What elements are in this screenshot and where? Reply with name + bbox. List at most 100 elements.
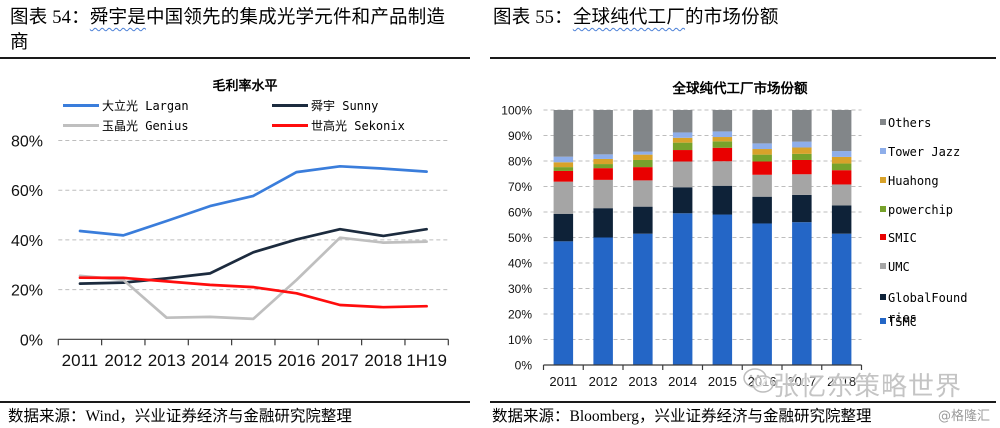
- bar-segment-smic: [752, 161, 772, 175]
- figure-55-caption: 图表 55：全球纯代工厂的市场份额: [493, 6, 973, 31]
- bar-segment-huahong: [792, 147, 812, 154]
- bar-segment-powerchip: [593, 164, 613, 169]
- series-line-largan: [78, 164, 428, 237]
- bar-segment-tower-jazz: [752, 143, 772, 150]
- x-tick-label: 2017: [787, 374, 816, 389]
- legend-label: Huahong: [888, 174, 939, 188]
- x-tick-label: 2018: [827, 374, 856, 389]
- bar-segment-others: [712, 110, 733, 132]
- bar-segment-tsmc: [752, 223, 772, 365]
- x-tick-label: 2013: [628, 374, 657, 389]
- x-tick-label: 2013: [148, 351, 186, 370]
- caption-spellcheck-marked: 全球纯代工厂: [572, 8, 686, 28]
- y-tick-label: 60%: [508, 206, 532, 220]
- legend-label: UMC: [888, 260, 910, 274]
- bar-segment-tower-jazz: [553, 156, 574, 163]
- bar-segment-umc: [831, 184, 852, 206]
- bar-segment-globalfoundries: [633, 206, 653, 234]
- bar-segment-globalfoundries: [831, 205, 852, 234]
- bar-segment-huahong: [672, 137, 693, 143]
- x-tick-label: 2011: [549, 374, 577, 389]
- y-tick-label: 40%: [11, 233, 43, 250]
- bar-segment-umc: [752, 174, 772, 197]
- bar-segment-others: [672, 110, 693, 133]
- credit-text: @格隆汇: [938, 409, 991, 424]
- bar-segment-smic: [553, 170, 574, 182]
- bar-segment-powerchip: [672, 142, 693, 151]
- caption-text: 的市场份额: [685, 8, 779, 28]
- bar-segment-umc: [553, 181, 574, 214]
- bar-segment-smic: [633, 167, 653, 181]
- bottom-divider-left: [0, 401, 470, 403]
- legend-label: 大立光 Largan: [102, 99, 189, 113]
- legend-square-swatch: [880, 318, 886, 324]
- bar-segment-globalfoundries: [553, 213, 574, 242]
- legend-label: GlobalFoundries: [888, 291, 968, 325]
- bar-segment-umc: [593, 179, 613, 209]
- source-note-right: 数据来源：Bloomberg，兴业证券经济与金融研究院整理: [492, 408, 872, 425]
- bar-segment-powerchip: [553, 167, 574, 171]
- bar-segment-tower-jazz: [831, 151, 852, 157]
- legend-label: TSMC: [888, 315, 917, 329]
- bar-segment-smic: [831, 170, 852, 185]
- y-tick-label: 20%: [508, 308, 532, 322]
- y-tick-label: 50%: [508, 231, 532, 245]
- caption-text: 中国领先的集成光学元件和产品制造商: [10, 8, 446, 53]
- x-tick-label: 1H19: [406, 351, 447, 370]
- legend-square-swatch: [880, 294, 886, 300]
- y-tick-label: 60%: [11, 183, 43, 200]
- bar-segment-smic: [672, 150, 693, 162]
- bar-segment-tower-jazz: [593, 154, 613, 159]
- x-tick-label: 2016: [278, 351, 316, 370]
- legend-square-swatch: [880, 234, 886, 240]
- bar-segment-others: [752, 110, 772, 144]
- bar-segment-huahong: [593, 158, 613, 165]
- legend-square-swatch: [880, 177, 886, 183]
- y-tick-label: 30%: [508, 282, 532, 296]
- legend-square-swatch: [880, 148, 886, 154]
- bar-segment-huahong: [553, 162, 574, 168]
- y-tick-label: 20%: [11, 283, 43, 300]
- wechat-icon: [743, 368, 774, 393]
- legend-line-swatch: [63, 104, 99, 107]
- bar-segment-huahong: [633, 154, 653, 160]
- y-tick-label: 0%: [515, 359, 533, 373]
- legend-line-swatch: [272, 104, 308, 107]
- x-tick-label: 2015: [708, 374, 737, 389]
- x-tick-label: 2011: [62, 351, 99, 370]
- bar-segment-smic: [792, 159, 812, 175]
- series-line-genius: [78, 236, 428, 321]
- legend-label: SMIC: [888, 231, 917, 245]
- bar-segment-huahong: [712, 137, 733, 142]
- watermark-text: 张忆东策略世界: [773, 372, 963, 402]
- bar-segment-globalfoundries: [712, 185, 733, 215]
- y-tick-label: 70%: [508, 180, 532, 194]
- legend-line-swatch: [272, 124, 308, 127]
- bar-segment-umc: [633, 180, 653, 207]
- x-tick-label: 2017: [321, 351, 359, 370]
- figure-54-caption: 图表 54：舜宇是中国领先的集成光学元件和产品制造商: [10, 6, 462, 56]
- bar-segment-umc: [672, 161, 693, 188]
- legend-label: 世高光 Sekonix: [311, 119, 405, 133]
- legend-square-swatch: [880, 206, 886, 212]
- bar-segment-tsmc: [633, 233, 653, 365]
- bar-segment-tower-jazz: [712, 131, 733, 138]
- legend-line-swatch: [63, 124, 99, 127]
- bar-segment-others: [831, 110, 852, 152]
- bar-segment-tower-jazz: [792, 141, 812, 148]
- legend-square-swatch: [880, 119, 886, 125]
- caption-spellcheck-marked: 舜宇是: [89, 8, 146, 28]
- y-tick-label: 100%: [501, 104, 532, 118]
- top-divider-left: [0, 57, 470, 59]
- bar-segment-globalfoundries: [752, 196, 772, 224]
- legend-label: Tower Jazz: [888, 145, 961, 159]
- bar-segment-powerchip: [752, 154, 772, 162]
- bar-segment-globalfoundries: [672, 187, 693, 214]
- bar-segment-smic: [593, 168, 613, 180]
- y-tick-label: 0%: [20, 332, 43, 349]
- bar-segment-umc: [792, 174, 812, 195]
- bar-segment-powerchip: [831, 163, 852, 171]
- foundry-share-stacked-bar-chart: 0% 10% 20% 30% 40% 50% 60% 70% 80% 90% 100% 2011 201…: [501, 104, 863, 389]
- bar-segment-tower-jazz: [672, 132, 693, 138]
- y-tick-label: 10%: [508, 333, 532, 347]
